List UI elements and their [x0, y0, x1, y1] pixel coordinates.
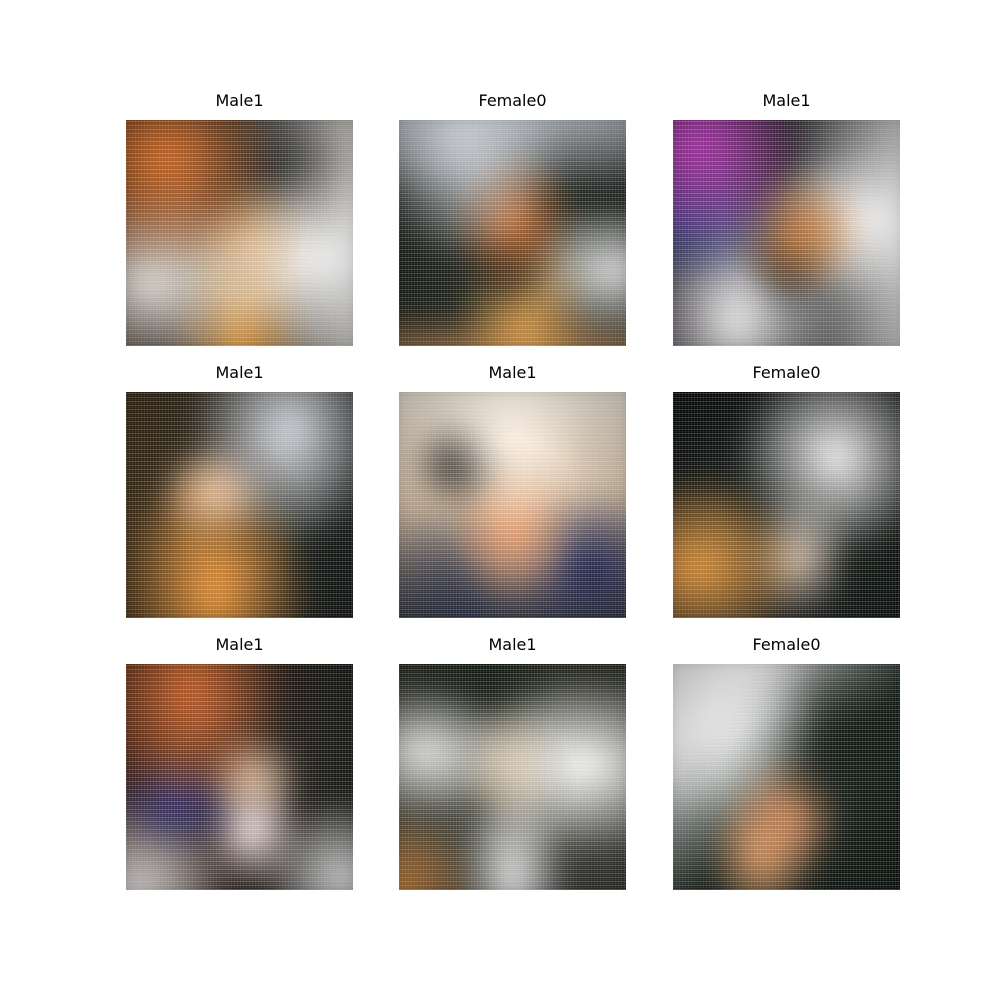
panel-title: Male1 — [488, 635, 537, 654]
generated-face-image — [673, 664, 900, 890]
generated-face-image — [126, 392, 353, 618]
panel-3: Male1 — [673, 91, 900, 346]
panel-title: Male1 — [215, 91, 264, 110]
panel-title: Female0 — [752, 363, 821, 382]
panel-1: Male1 — [126, 91, 353, 346]
panel-8: Male1 — [399, 635, 626, 890]
panel-5: Male1 — [399, 363, 626, 618]
panel-6: Female0 — [673, 363, 900, 618]
panel-2: Female0 — [399, 91, 626, 346]
generated-face-image — [126, 664, 353, 890]
panel-title: Male1 — [488, 363, 537, 382]
panel-title: Male1 — [215, 635, 264, 654]
generated-face-image — [673, 120, 900, 346]
panel-7: Male1 — [126, 635, 353, 890]
panel-title: Female0 — [478, 91, 547, 110]
panel-9: Female0 — [673, 635, 900, 890]
generated-face-image — [126, 120, 353, 346]
panel-title: Male1 — [215, 363, 264, 382]
panel-title: Female0 — [752, 635, 821, 654]
generated-face-image — [673, 392, 900, 618]
generated-face-image — [399, 664, 626, 890]
generated-face-image — [399, 392, 626, 618]
generated-face-image — [399, 120, 626, 346]
panel-title: Male1 — [762, 91, 811, 110]
panel-4: Male1 — [126, 363, 353, 618]
